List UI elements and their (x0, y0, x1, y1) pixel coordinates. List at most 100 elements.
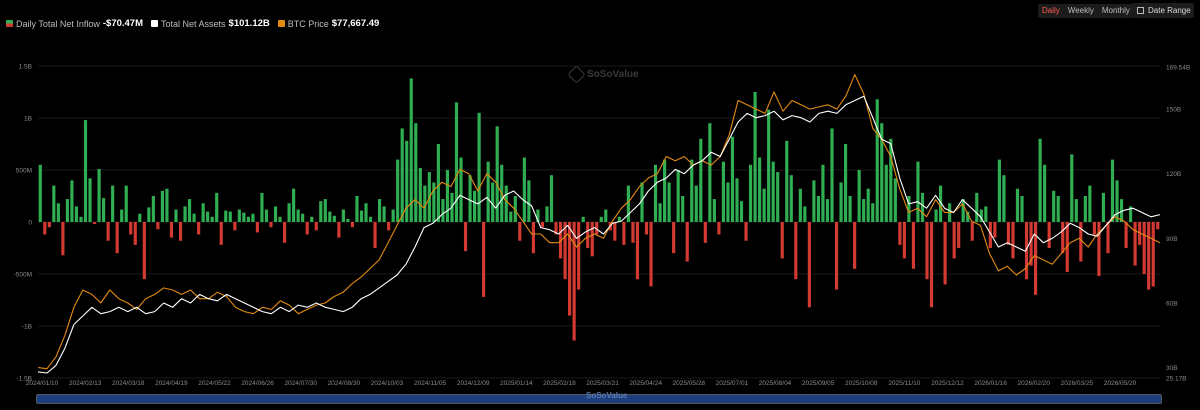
inflow-bar (201, 203, 205, 222)
inflow-bar (821, 164, 825, 222)
legend-item-assets[interactable]: Total Net Assets $101.12B (151, 18, 270, 29)
x-tick-label: 2025/10/08 (845, 380, 878, 387)
inflow-bar (1106, 222, 1110, 254)
inflow-bar (373, 222, 377, 248)
inflow-bar (676, 170, 680, 222)
inflow-bar (1011, 222, 1015, 259)
inflow-bar (52, 185, 56, 222)
inflow-bar (486, 161, 490, 222)
inflow-bar (473, 190, 477, 222)
inflow-bar (767, 109, 771, 222)
legend-item-inflow[interactable]: Daily Total Net Inflow -$70.47M (6, 18, 143, 29)
inflow-bar (387, 222, 391, 231)
inflow-bar (911, 222, 916, 269)
legend-item-btc[interactable]: BTC Price $77,667.49 (277, 18, 379, 29)
x-tick-label: 2025/12/12 (931, 380, 964, 387)
inflow-bar (993, 222, 997, 238)
inflow-bar (807, 222, 811, 308)
inflow-bar (142, 222, 146, 280)
inflow-bar (758, 157, 762, 222)
right-tick-label: 30B (1166, 365, 1178, 372)
inflow-bar (210, 216, 214, 222)
inflow-bar (314, 222, 318, 231)
inflow-bar (156, 222, 160, 230)
inflow-bar (1015, 188, 1020, 222)
inflow-bar (871, 203, 875, 222)
inflow-bar (242, 212, 246, 222)
watermark: SoSoValue (567, 65, 639, 84)
inflow-bar (518, 222, 522, 241)
inflow-bar (1002, 175, 1006, 222)
inflow-bar (1079, 222, 1083, 262)
inflow-bar (952, 222, 956, 259)
inflow-bar (843, 144, 848, 222)
date-range-button[interactable]: Date Range (1132, 3, 1194, 18)
inflow-bar (898, 222, 902, 245)
inflow-bar (997, 159, 1001, 222)
calendar-icon (1137, 7, 1144, 14)
inflow-bar (151, 196, 155, 222)
inflow-bar (192, 213, 196, 222)
inflow-bar (617, 216, 621, 222)
x-tick-label: 2024/07/30 (284, 380, 317, 387)
inflow-bar (400, 128, 404, 222)
inflow-bar (572, 222, 576, 341)
inflow-bar (350, 222, 355, 228)
inflow-bar (65, 199, 69, 222)
inflow-bar (206, 211, 210, 222)
inflow-bar (626, 185, 630, 222)
inflow-bar (531, 222, 535, 254)
inflow-bar (228, 211, 232, 222)
inflow-bar (1034, 222, 1038, 295)
inflow-bar (1142, 222, 1146, 274)
inflow-bar (703, 222, 707, 243)
inflow-bar (586, 222, 590, 248)
inflow-bar (1115, 180, 1119, 222)
monthly-button[interactable]: Monthly (1101, 6, 1130, 15)
inflow-bar (409, 78, 413, 222)
inflow-bar (957, 222, 961, 248)
x-tick-label: 2025/03/21 (586, 380, 619, 387)
inflow-bar (554, 222, 558, 235)
inflow-bar (644, 222, 649, 235)
inflow-bar (853, 222, 857, 269)
inflow-bar (522, 157, 526, 222)
x-tick-label: 2024/05/22 (198, 380, 231, 387)
x-tick-label: 2024/12/09 (457, 380, 490, 387)
inflow-bar (839, 182, 843, 222)
inflow-bar (780, 222, 784, 259)
inflow-bar (169, 222, 174, 238)
inflow-bar (120, 209, 124, 222)
inflow-bar (604, 209, 608, 222)
inflow-bar (287, 203, 291, 222)
x-tick-label: 2024/03/18 (112, 380, 145, 387)
range-navigator[interactable] (36, 394, 1162, 404)
period-toggle: Daily Weekly Monthly (1038, 4, 1134, 18)
inflow-bar (748, 164, 753, 222)
inflow-bar (319, 201, 323, 222)
inflow-bar (929, 222, 934, 308)
inflow-bar (305, 222, 309, 235)
total-net-assets-line (37, 95, 1161, 374)
inflow-bar (726, 182, 730, 222)
weekly-button[interactable]: Weekly (1067, 6, 1094, 15)
inflow-bar (423, 185, 427, 222)
inflow-bar (273, 206, 278, 222)
inflow-bar (56, 203, 60, 222)
inflow-bar (165, 188, 169, 222)
x-tick-label: 2025/01/14 (500, 380, 533, 387)
inflow-bar (1097, 222, 1101, 277)
inflow-bar (880, 123, 884, 222)
inflow-bar (961, 199, 965, 222)
inflow-bar (803, 206, 807, 222)
legend-btc-label: BTC Price (287, 18, 329, 29)
inflow-bar (943, 222, 947, 285)
inflow-bar (825, 199, 830, 222)
inflow-bar (830, 128, 834, 222)
daily-button[interactable]: Daily (1042, 6, 1060, 15)
x-tick-label: 2026/01/16 (974, 380, 1007, 387)
inflow-bar (527, 180, 531, 222)
inflow-bar (1029, 222, 1033, 266)
inflow-bar (816, 196, 821, 222)
